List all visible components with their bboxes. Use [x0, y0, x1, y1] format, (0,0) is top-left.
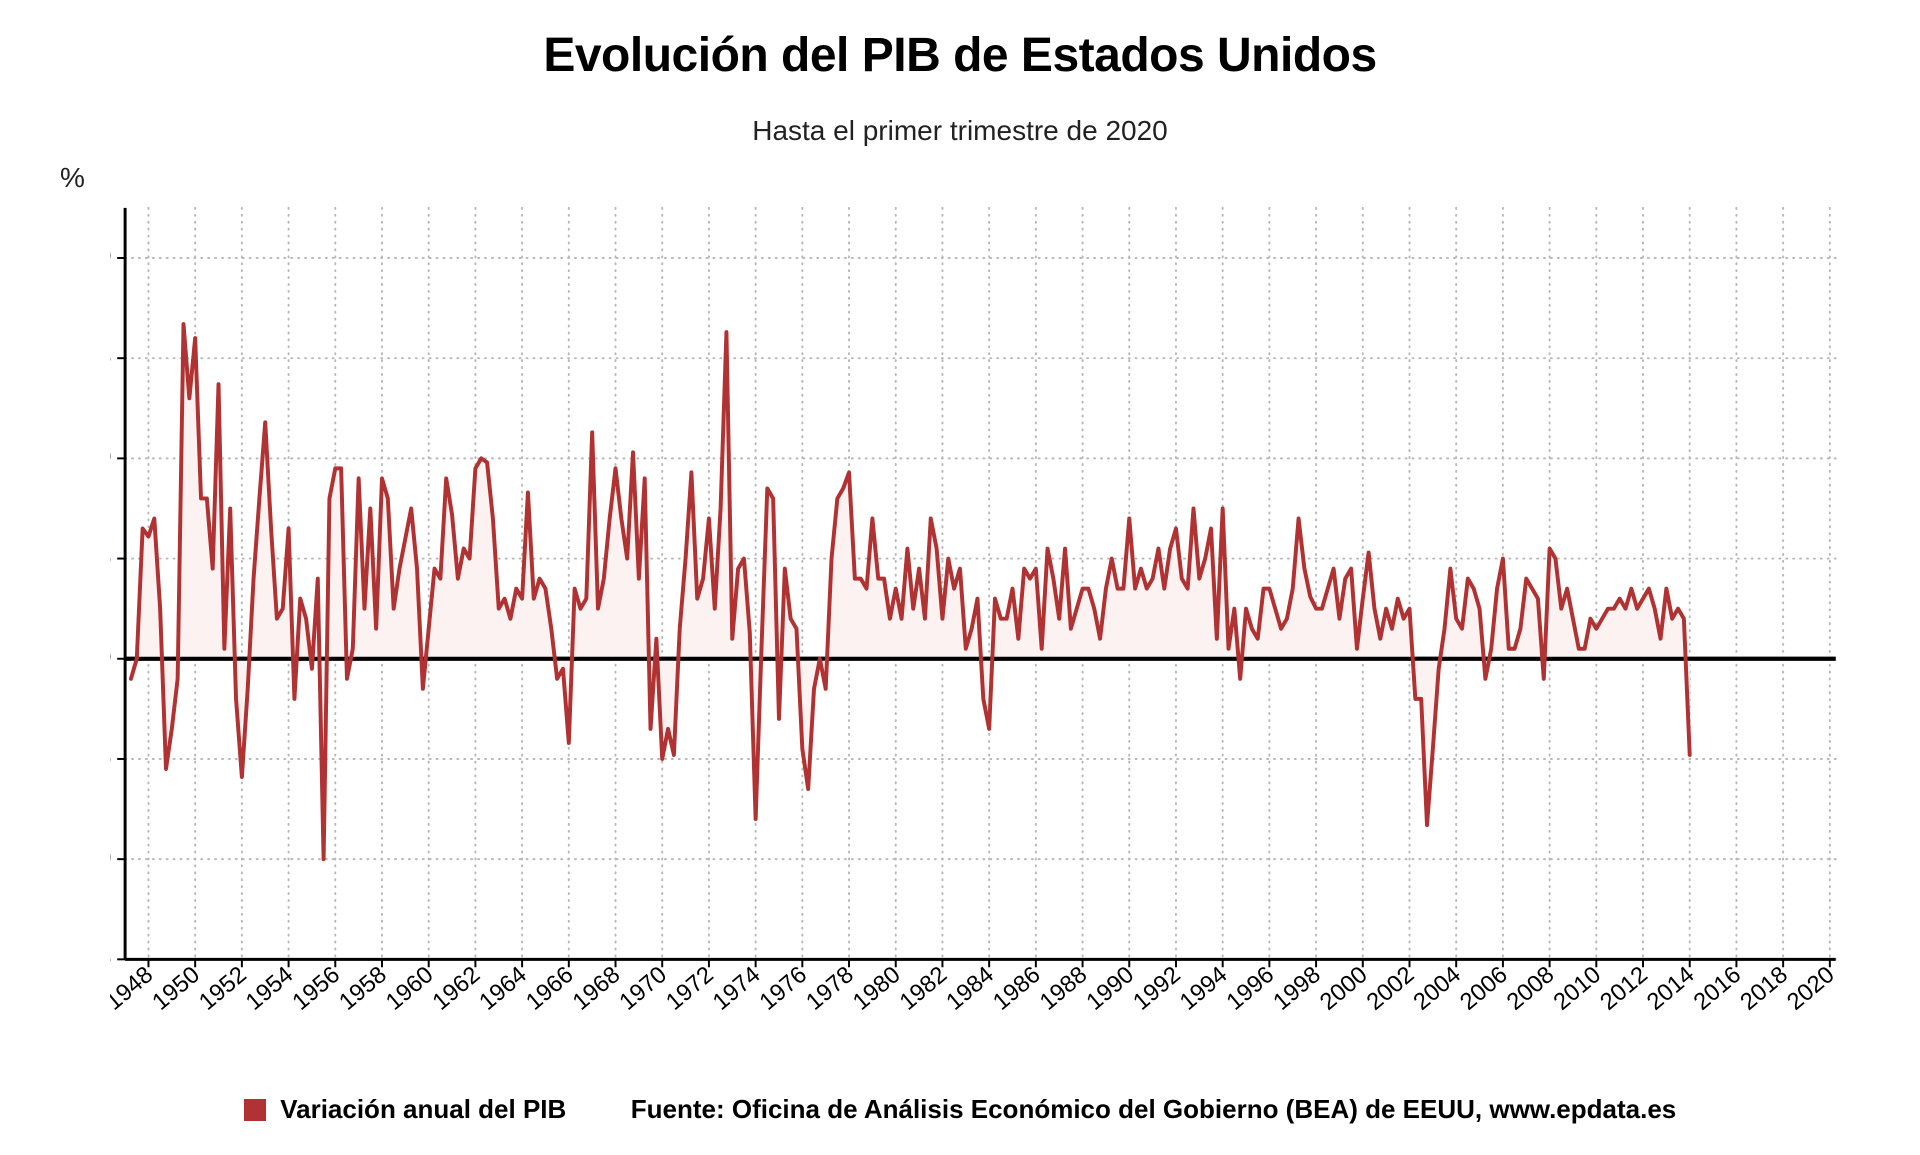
svg-text:2010: 2010	[1549, 962, 1606, 1016]
svg-text:-15: -15	[110, 946, 111, 972]
svg-text:10: 10	[110, 445, 111, 471]
svg-text:2016: 2016	[1689, 962, 1746, 1016]
svg-text:1994: 1994	[1175, 962, 1232, 1016]
y-axis-unit: %	[60, 162, 85, 194]
svg-text:1966: 1966	[521, 962, 578, 1016]
svg-text:1978: 1978	[802, 962, 859, 1016]
svg-text:2004: 2004	[1409, 962, 1466, 1016]
svg-text:1982: 1982	[895, 962, 952, 1016]
svg-text:-5: -5	[110, 745, 111, 771]
svg-text:2002: 2002	[1362, 962, 1419, 1016]
svg-text:1970: 1970	[615, 962, 672, 1016]
svg-text:1948: 1948	[110, 962, 158, 1016]
svg-text:1980: 1980	[848, 962, 905, 1016]
svg-text:0: 0	[110, 645, 111, 671]
svg-text:1986: 1986	[989, 962, 1046, 1016]
legend-label: Variación anual del PIB	[280, 1094, 566, 1125]
chart-footer: Variación anual del PIB Fuente: Oficina …	[0, 1094, 1920, 1125]
svg-text:1962: 1962	[428, 962, 485, 1016]
svg-text:1996: 1996	[1222, 962, 1279, 1016]
svg-text:15: 15	[110, 344, 111, 370]
svg-text:1952: 1952	[195, 962, 252, 1016]
svg-text:2008: 2008	[1502, 962, 1559, 1016]
chart-title: Evolución del PIB de Estados Unidos	[0, 28, 1920, 83]
svg-text:1992: 1992	[1129, 962, 1186, 1016]
source-text: Fuente: Oficina de Análisis Económico de…	[631, 1094, 1676, 1125]
svg-text:5: 5	[110, 545, 111, 571]
chart-container: Evolución del PIB de Estados Unidos Hast…	[0, 28, 1920, 1155]
svg-text:1988: 1988	[1035, 962, 1092, 1016]
svg-text:-10: -10	[110, 845, 111, 871]
svg-text:2018: 2018	[1736, 962, 1793, 1016]
chart-subtitle: Hasta el primer trimestre de 2020	[0, 115, 1920, 147]
svg-text:1950: 1950	[148, 962, 205, 1016]
svg-text:1976: 1976	[755, 962, 812, 1016]
svg-text:1972: 1972	[662, 962, 719, 1016]
svg-text:2000: 2000	[1315, 962, 1372, 1016]
svg-text:1984: 1984	[942, 962, 999, 1016]
svg-text:1956: 1956	[288, 962, 345, 1016]
svg-text:1974: 1974	[708, 962, 765, 1016]
svg-text:2020: 2020	[1782, 962, 1839, 1016]
svg-text:1960: 1960	[381, 962, 438, 1016]
svg-text:1958: 1958	[335, 962, 392, 1016]
svg-text:1990: 1990	[1082, 962, 1139, 1016]
svg-text:2012: 2012	[1596, 962, 1653, 1016]
svg-text:1998: 1998	[1269, 962, 1326, 1016]
svg-text:2014: 2014	[1642, 962, 1699, 1016]
svg-text:20: 20	[110, 244, 111, 270]
plot-svg: -15 -10 -5 0 5 10 15 20 194819501952195419561958…	[110, 198, 1920, 1078]
svg-text:2006: 2006	[1456, 962, 1513, 1016]
svg-text:1964: 1964	[475, 962, 532, 1016]
svg-text:1954: 1954	[241, 962, 298, 1016]
legend-swatch	[244, 1099, 266, 1121]
svg-text:1968: 1968	[568, 962, 625, 1016]
plot-area: -15-10-505101520194819501952195419561958…	[110, 198, 1840, 958]
